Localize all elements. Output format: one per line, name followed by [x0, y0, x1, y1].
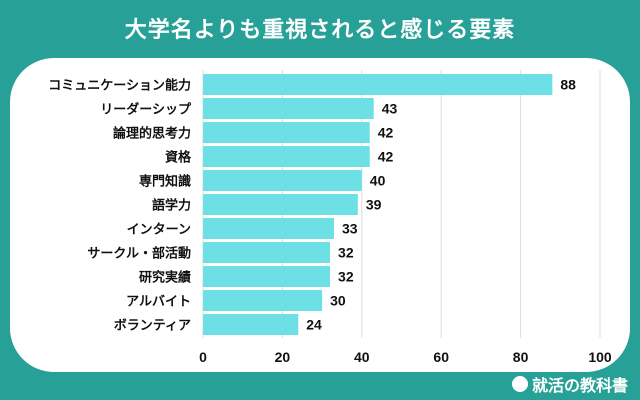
bar — [203, 314, 299, 335]
x-tick-label: 80 — [513, 349, 529, 365]
x-tick-label: 60 — [433, 349, 449, 365]
bar — [203, 218, 335, 239]
data-label: 43 — [382, 101, 398, 117]
bar — [203, 170, 362, 191]
category-label: アルバイト — [126, 295, 191, 310]
data-label: 33 — [342, 221, 358, 237]
category-label: 研究実績 — [139, 270, 191, 286]
x-tick-label: 20 — [275, 349, 291, 365]
data-label: 42 — [378, 125, 394, 141]
data-label: 40 — [370, 173, 386, 189]
x-tick-label: 0 — [199, 349, 207, 365]
bar — [203, 146, 370, 167]
category-label: インターン — [127, 223, 191, 238]
data-label: 42 — [378, 149, 394, 165]
bar — [203, 290, 323, 311]
category-label: リーダーシップ — [100, 102, 192, 118]
data-label: 24 — [306, 317, 322, 333]
category-label: コミュニケーション能力 — [48, 78, 191, 94]
bar — [203, 98, 374, 119]
logo-text: 就活の教科書 — [531, 376, 628, 395]
bar — [203, 194, 358, 215]
data-label: 30 — [330, 293, 346, 309]
x-tick-label: 40 — [354, 349, 370, 365]
data-label: 32 — [338, 269, 354, 285]
logo-icon — [511, 376, 528, 392]
category-label: 論理的思考力 — [113, 126, 191, 142]
bar — [203, 266, 331, 287]
category-label: サークル・部活動 — [87, 246, 191, 262]
data-label: 88 — [560, 77, 576, 93]
data-label: 39 — [366, 197, 382, 213]
logo: 就活の教科書 — [511, 372, 628, 396]
bar — [203, 74, 553, 95]
bar — [203, 122, 370, 143]
category-label: ボランティア — [114, 318, 191, 334]
chart-title: 大学名よりも重視されると感じる要素 — [124, 18, 516, 43]
x-tick-label: 100 — [588, 349, 612, 365]
category-label: 資格 — [165, 150, 192, 166]
data-label: 32 — [338, 245, 354, 261]
bar — [203, 242, 331, 263]
category-label: 語学力 — [152, 198, 191, 214]
category-label: 専門知識 — [139, 174, 191, 190]
